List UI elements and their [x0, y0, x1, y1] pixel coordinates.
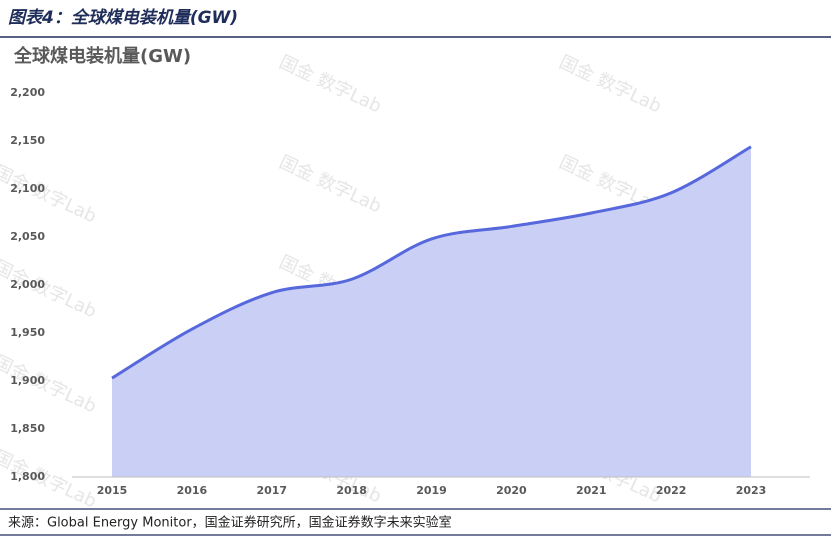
watermark: 国金 数字Lab: [276, 52, 385, 118]
y-tick-label: 2,050: [10, 230, 45, 243]
y-tick-label: 2,200: [10, 86, 45, 99]
x-tick-label: 2021: [576, 484, 607, 497]
y-tick-label: 1,900: [10, 374, 45, 387]
y-tick-label: 2,100: [10, 182, 45, 195]
line: [111, 145, 752, 380]
source: 来源：Global Energy Monitor，国金证券研究所，国金证券数字未…: [8, 515, 452, 531]
plot: 1,800 1,850 1,900 1,950 2,000 2,050 2,100 2,150…: [10, 86, 810, 497]
watermark: 国金 数字Lab: [276, 152, 385, 218]
x-tick-label: 2020: [496, 484, 527, 497]
watermark: 国金 数字Lab: [556, 52, 665, 118]
area: [112, 146, 751, 477]
x-tick-label: 2023: [736, 484, 767, 497]
y-tick-label: 2,150: [10, 134, 45, 147]
x-tick-label: 2019: [416, 484, 447, 497]
y-tick-label: 1,950: [10, 326, 45, 339]
y-tick-label: 1,800: [10, 470, 45, 483]
x-tick-label: 2015: [97, 484, 128, 497]
y-tick-label: 2,000: [10, 278, 45, 291]
chart-title: 全球煤电装机量(GW): [13, 45, 191, 67]
y-tick-label: 1,850: [10, 422, 45, 435]
x-tick-label: 2018: [336, 484, 367, 497]
caption: 图表4：全球煤电装机量(GW): [8, 8, 238, 28]
x-tick-label: 2016: [177, 484, 208, 497]
x-tick-label: 2017: [256, 484, 287, 497]
x-tick-label: 2022: [656, 484, 687, 497]
